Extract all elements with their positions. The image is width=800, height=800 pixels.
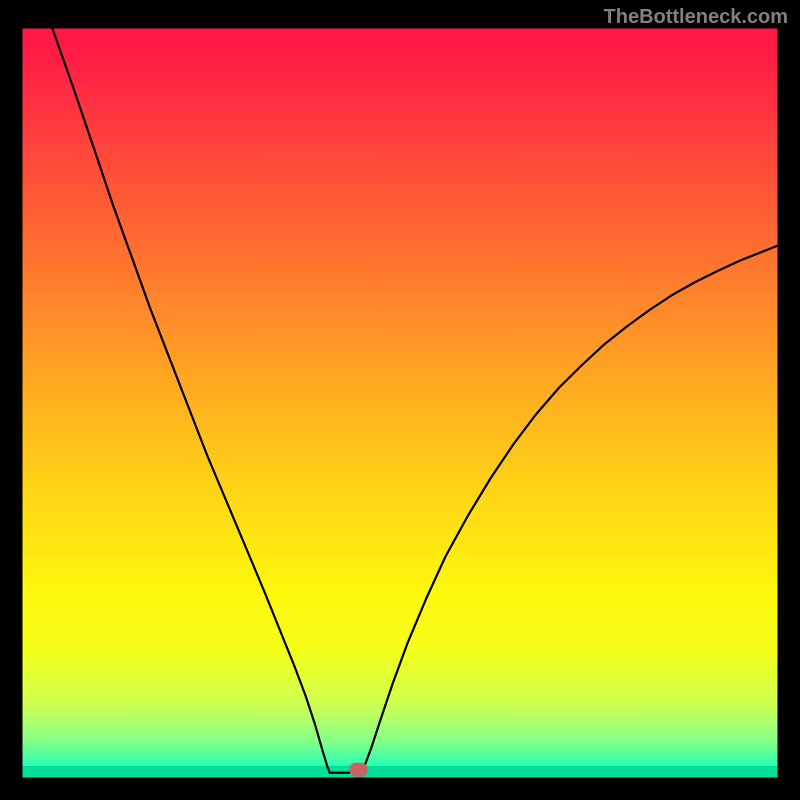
bottom-green-band	[22, 766, 778, 778]
plot-area	[22, 28, 778, 778]
watermark-text: TheBottleneck.com	[604, 6, 788, 29]
chart-svg	[0, 0, 800, 800]
bottleneck-chart: TheBottleneck.com	[0, 0, 800, 800]
operating-point-marker	[349, 763, 367, 777]
